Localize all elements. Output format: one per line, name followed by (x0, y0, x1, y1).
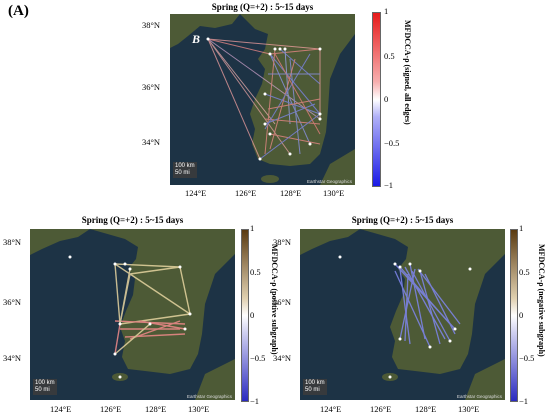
lat-tick: 34°N (273, 353, 292, 363)
scale-mi: 50 mi (175, 170, 190, 176)
map-annotation-b: B (192, 32, 201, 46)
china-landmass (300, 229, 360, 255)
colorbar-tick: 0.5 (519, 267, 530, 277)
japan-landmass (195, 359, 235, 400)
colorbar-tick: 0 (250, 310, 255, 320)
colorbar-tick: 0 (519, 310, 524, 320)
colorbar-tick: 1 (519, 223, 524, 233)
map-credit: Earthstar Geographics (306, 179, 352, 184)
colorbar (510, 229, 518, 402)
colorbar-tick: 1 (250, 223, 255, 233)
map-credit: Earthstar Geographics (456, 394, 502, 399)
china-landmass (30, 229, 90, 255)
lon-tick: 128°E (280, 188, 302, 198)
colorbar-tick: 1 (384, 6, 389, 16)
lat-tick: 38°N (142, 20, 161, 30)
korea-landmass (360, 229, 505, 374)
network-edges (394, 263, 461, 348)
bottom-right-map-title: Spring (Q=+2) : 5~15 days (351, 215, 454, 225)
bottom-left-map-canvas (30, 229, 235, 400)
bottom-right-map-canvas (300, 229, 505, 400)
scale-mi: 50 mi (305, 387, 320, 393)
bottom-left-map-title: Spring (Q=+2) : 5~15 days (81, 215, 184, 225)
colorbar-tick: 0.5 (384, 51, 395, 61)
station-nodes (206, 37, 322, 161)
lat-tick: 36°N (3, 297, 22, 307)
scale-km: 100 km (175, 163, 195, 169)
scale-km: 100 km (35, 380, 55, 386)
colorbar-tick: −0.5 (384, 138, 400, 148)
japan-landmass (320, 149, 355, 185)
china-landmass (170, 14, 240, 48)
colorbar-label: MFDCCA-ρ (signed, all edges) (403, 20, 412, 125)
lon-tick: 126°E (100, 404, 122, 414)
lat-tick: 34°N (3, 353, 22, 363)
colorbar (241, 229, 249, 402)
top-map-title: Spring (Q=+2) : 5~15 days (211, 2, 314, 12)
colorbar-tick: −1 (384, 180, 394, 190)
colorbar-tick: −0.5 (250, 353, 266, 363)
bottom-left-map[interactable]: 100 km 50 mi Earthstar Geographics (30, 229, 235, 400)
top-map-canvas (170, 14, 355, 185)
lon-tick: 128°E (145, 404, 167, 414)
lon-tick: 126°E (370, 404, 392, 414)
lon-tick: 130°E (458, 404, 480, 414)
korea-landmass (240, 14, 355, 166)
japan-landmass (465, 359, 505, 400)
lon-tick: 128°E (415, 404, 437, 414)
scale-km: 100 km (305, 380, 325, 386)
lon-tick: 126°E (235, 188, 257, 198)
korea-landmass (90, 229, 235, 374)
lon-tick: 124°E (185, 188, 207, 198)
panel-label: (A) (8, 3, 29, 19)
lon-tick: 124°E (320, 404, 342, 414)
lat-tick: 38°N (273, 237, 292, 247)
colorbar (372, 12, 381, 187)
lon-tick: 130°E (188, 404, 210, 414)
colorbar-label: MFDCCA-ρ (negative subgraph) (537, 244, 546, 357)
map-credit: Earthstar Geographics (186, 394, 232, 399)
colorbar-tick: 0.5 (250, 267, 261, 277)
network-edges (207, 38, 321, 160)
colorbar-tick: −0.5 (519, 353, 535, 363)
lon-tick: 124°E (50, 404, 72, 414)
scale-bar: 100 km 50 mi (173, 162, 197, 178)
lat-tick: 38°N (3, 237, 22, 247)
top-map[interactable]: B 100 km 50 mi Earthstar Geographics (170, 14, 355, 185)
lat-tick: 36°N (142, 82, 161, 92)
bottom-right-map[interactable]: 100 km 50 mi Earthstar Geographics (300, 229, 505, 400)
station-nodes (338, 255, 472, 379)
station-nodes (68, 255, 192, 379)
colorbar-tick: −1 (519, 396, 529, 406)
lat-tick: 36°N (273, 297, 292, 307)
scale-bar: 100 km 50 mi (33, 379, 57, 395)
scale-mi: 50 mi (35, 387, 50, 393)
colorbar-tick: −1 (250, 396, 260, 406)
lat-tick: 34°N (142, 137, 161, 147)
colorbar-tick: 0 (384, 94, 389, 104)
scale-bar: 100 km 50 mi (303, 379, 327, 395)
jeju-island (261, 175, 279, 183)
lon-tick: 130°E (323, 188, 345, 198)
